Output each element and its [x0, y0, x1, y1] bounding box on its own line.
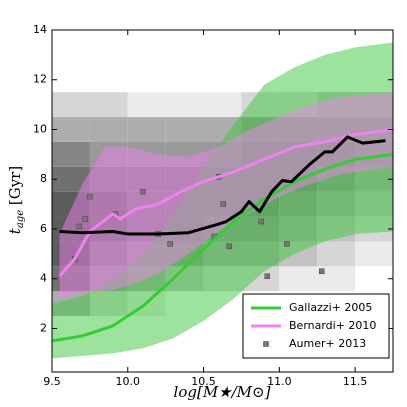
x-axis-label: log[M★/M⊙] — [174, 383, 271, 401]
y-label-rest: [Gyr] — [6, 166, 24, 210]
histogram-cell — [165, 117, 204, 142]
line — [52, 152, 393, 343]
aumer-point — [76, 223, 83, 230]
aumer-point — [319, 268, 325, 275]
legend-label: Gallazzi+ 2005 — [289, 301, 372, 314]
line — [58, 128, 393, 278]
x-tick-label: 9.5 — [43, 375, 61, 388]
x-tick-label: 10.0 — [116, 375, 141, 388]
histogram-cell — [89, 92, 128, 118]
aumer-point — [220, 201, 227, 207]
aumer-point — [226, 243, 233, 250]
aumer-point — [264, 273, 270, 279]
histogram-cell — [355, 241, 393, 267]
y-tick-label: 6 — [40, 222, 47, 235]
aumer-point — [87, 193, 93, 200]
y-label-main: t — [6, 227, 24, 234]
plot-area — [52, 42, 393, 359]
y-label-sub: age — [15, 210, 26, 228]
aumer-point — [258, 218, 264, 225]
histogram-cell — [52, 141, 90, 167]
y-tick-label: 12 — [33, 73, 47, 86]
histogram-cell — [52, 117, 90, 142]
aumer-point — [140, 188, 146, 195]
aumer-point — [284, 241, 290, 247]
aumer-point — [82, 216, 89, 222]
histogram-cell — [52, 92, 90, 118]
x-tick-label: 11.5 — [343, 375, 368, 388]
histogram-cell — [165, 92, 204, 118]
y-tick-label: 8 — [40, 172, 47, 185]
y-tick-label: 10 — [33, 122, 47, 135]
y-tick-label: 14 — [33, 23, 47, 36]
histogram-cell — [203, 92, 242, 118]
frame — [51, 29, 394, 373]
histogram-cell — [127, 117, 166, 142]
y-tick-label: 2 — [40, 321, 47, 334]
line — [59, 135, 386, 236]
y-tick-label: 4 — [40, 272, 47, 285]
histogram-cell — [279, 266, 318, 292]
histogram-cell — [89, 117, 128, 142]
aumer-point — [167, 241, 173, 247]
x-tick-label: 10.5 — [191, 375, 216, 388]
legend-label: Bernardi+ 2010 — [289, 319, 376, 332]
y-axis-label: tage [Gyr] — [6, 166, 26, 234]
legend-label: Aumer+ 2013 — [289, 337, 366, 350]
histogram-cell — [317, 241, 356, 267]
legend-swatch — [263, 341, 269, 347]
x-tick-label: 11.0 — [267, 375, 292, 388]
histogram-cell — [127, 92, 166, 118]
